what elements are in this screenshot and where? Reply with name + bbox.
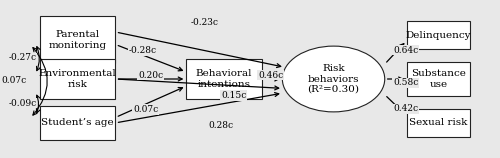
Text: -0.28c: -0.28c [128, 46, 156, 55]
Text: 0.58c: 0.58c [393, 78, 418, 87]
Text: -0.09c: -0.09c [8, 99, 36, 108]
Text: Risk
behaviors
(R²=0.30): Risk behaviors (R²=0.30) [308, 64, 360, 94]
Text: 0.15c: 0.15c [221, 91, 246, 100]
Text: 0.07c: 0.07c [1, 76, 26, 85]
Text: 0.20c: 0.20c [138, 71, 164, 80]
Ellipse shape [282, 46, 384, 112]
Text: -0.23c: -0.23c [190, 18, 218, 27]
Text: Delinquency: Delinquency [406, 31, 471, 40]
Text: -0.27c: -0.27c [8, 53, 36, 62]
Text: Substance
use: Substance use [411, 69, 466, 89]
Text: 0.46c: 0.46c [258, 71, 283, 80]
FancyBboxPatch shape [40, 59, 116, 99]
Text: Environmental
risk: Environmental risk [38, 69, 117, 89]
Text: 0.64c: 0.64c [393, 46, 418, 55]
Text: Behavioral
intentions: Behavioral intentions [196, 69, 252, 89]
Text: Parental
monitoring: Parental monitoring [48, 30, 106, 50]
FancyBboxPatch shape [186, 59, 262, 99]
Text: 0.07c: 0.07c [133, 105, 158, 114]
FancyBboxPatch shape [406, 21, 470, 49]
Text: 0.28c: 0.28c [209, 122, 234, 131]
FancyBboxPatch shape [40, 106, 116, 140]
FancyBboxPatch shape [406, 109, 470, 137]
FancyBboxPatch shape [40, 16, 116, 63]
Text: 0.42c: 0.42c [393, 104, 418, 113]
Text: Sexual risk: Sexual risk [409, 118, 468, 127]
Text: Student’s age: Student’s age [42, 118, 114, 127]
FancyBboxPatch shape [406, 62, 470, 96]
